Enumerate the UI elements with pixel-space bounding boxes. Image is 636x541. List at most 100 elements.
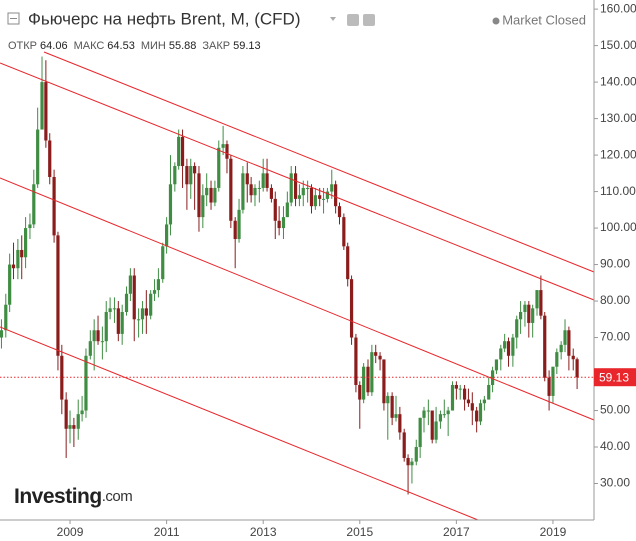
candle-body: [108, 308, 112, 312]
candle-body: [430, 410, 434, 440]
candle-body: [84, 355, 88, 411]
candle-body: [518, 312, 523, 320]
candle-body: [8, 264, 12, 305]
ohlc-label: МАКС: [74, 40, 105, 52]
settings-icon[interactable]: [347, 14, 359, 26]
candle-body: [253, 187, 257, 196]
candle-body: [152, 290, 157, 294]
trend-line: [43, 51, 595, 273]
candle-body: [478, 403, 483, 422]
candle-body: [466, 399, 471, 404]
y-tick-label: 100.00: [600, 220, 636, 234]
candle-body: [342, 217, 346, 247]
candle-body: [325, 191, 330, 199]
candle-body: [482, 399, 486, 404]
y-tick-label: 130.00: [600, 111, 636, 125]
ohlc-value: 64.06: [40, 40, 68, 52]
candle-body: [487, 384, 491, 400]
candle-body: [349, 279, 354, 338]
candle-body: [559, 344, 563, 353]
candle-body: [44, 82, 48, 141]
candle-body: [531, 308, 535, 323]
candle-body: [370, 352, 374, 393]
candle-body: [149, 293, 153, 316]
candle-body: [165, 224, 169, 247]
candle-body: [334, 184, 338, 207]
candle-body: [527, 304, 531, 323]
candle-body: [112, 308, 117, 310]
candle-body: [575, 359, 579, 378]
candle-body: [137, 319, 141, 321]
candle-body: [233, 220, 237, 240]
settings-icon[interactable]: [363, 14, 375, 26]
candle-body: [156, 279, 160, 291]
logo-name: Investing: [14, 485, 102, 508]
candle-body: [394, 414, 398, 418]
x-tick-label: 2019: [540, 525, 567, 539]
logo-suffix: .com: [102, 488, 133, 505]
candle-body: [96, 330, 100, 342]
candle-body: [269, 187, 274, 199]
candle-body: [293, 173, 298, 199]
candle-body: [265, 173, 269, 188]
candle-body: [72, 425, 76, 429]
trend-line: [0, 326, 479, 521]
trend-line: [0, 62, 595, 301]
y-tick-label: 90.00: [600, 257, 630, 271]
last-price-box: [594, 368, 636, 387]
y-tick-label: 80.00: [600, 293, 630, 307]
candle-body: [237, 209, 241, 240]
candle-body: [209, 187, 213, 203]
candle-body: [23, 228, 28, 258]
candle-body: [446, 410, 450, 415]
candle-body: [205, 187, 209, 196]
candle-body: [60, 355, 64, 400]
candle-body: [144, 308, 148, 316]
candle-body: [140, 308, 145, 320]
last-price-label: 59.13: [599, 370, 629, 384]
candle-body: [189, 166, 193, 185]
candle-body: [414, 447, 418, 462]
candle-body: [321, 198, 326, 200]
candle-body: [197, 173, 201, 218]
candle-body: [48, 140, 52, 177]
candle-body: [362, 366, 366, 400]
candle-body: [354, 337, 358, 385]
candle-body: [297, 195, 302, 199]
candle-body: [28, 224, 32, 229]
candle-body: [418, 417, 422, 448]
candle-body: [386, 395, 390, 404]
candle-body: [285, 202, 289, 218]
chart-title: Фьючерс на нефть Brent, M, (CFD): [28, 9, 300, 28]
candle-body: [16, 249, 20, 269]
candle-body: [0, 330, 4, 338]
candle-body: [366, 366, 370, 393]
candle-body: [241, 173, 245, 210]
candle-body: [229, 158, 233, 221]
y-tick-label: 70.00: [600, 330, 630, 344]
candle-body: [494, 359, 499, 371]
collapse-icon[interactable]: [7, 12, 20, 25]
candle-body: [410, 461, 414, 466]
candle-body: [52, 176, 56, 236]
candle-body: [185, 166, 189, 185]
candle-body: [490, 370, 495, 385]
dropdown-icon[interactable]: [330, 17, 336, 21]
candle-body: [221, 144, 225, 148]
candle-body: [511, 337, 515, 356]
candle-body: [173, 166, 177, 185]
candle-body: [382, 359, 386, 404]
y-tick-label: 50.00: [600, 403, 630, 417]
candle-body: [547, 377, 551, 396]
candle-body: [358, 384, 362, 400]
y-tick-label: 160.00: [600, 1, 636, 15]
candle-body: [318, 195, 322, 199]
candle-body: [4, 304, 8, 331]
candle-body: [470, 403, 474, 411]
candle-body: [551, 366, 555, 396]
candle-body: [422, 410, 426, 418]
candle-body: [543, 315, 547, 378]
candle-body: [168, 184, 173, 225]
candle-body: [426, 410, 430, 412]
